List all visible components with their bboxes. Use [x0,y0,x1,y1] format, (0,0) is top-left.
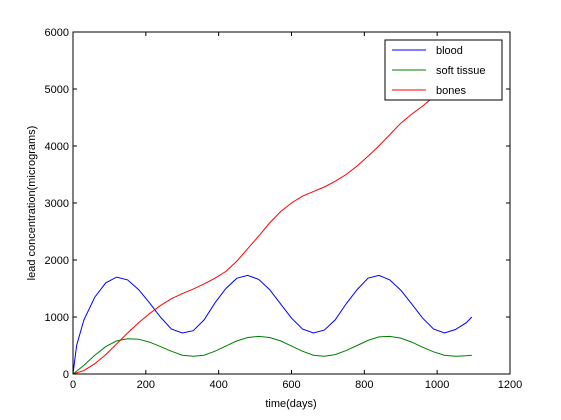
y-tick-label: 6000 [45,27,69,39]
legend-label: soft tissue [436,65,486,77]
y-tick-label: 3000 [45,198,69,210]
series-line-blood [72,274,473,375]
series-line-bones [72,66,473,375]
x-tick-label: 1000 [425,379,449,391]
y-tick-label: 4000 [45,141,69,153]
y-tick-label: 0 [63,369,69,381]
legend: blood soft tissue bones [384,39,503,101]
y-axis: 0 1000 2000 3000 4000 5000 6000 [45,27,510,381]
series-group [72,66,473,375]
x-tick-label: 600 [282,379,300,391]
series-line-soft-tissue [72,335,472,375]
legend-label: blood [436,45,463,57]
x-axis-label: time(days) [265,398,316,410]
y-tick-label: 2000 [45,255,69,267]
y-tick-label: 5000 [45,84,69,96]
x-tick-label: 400 [209,379,227,391]
x-tick-label: 1200 [498,379,522,391]
x-tick-label: 800 [355,379,373,391]
y-tick-label: 1000 [45,312,69,324]
legend-label: bones [436,85,466,97]
x-tick-label: 0 [70,379,76,391]
x-axis: 0 200 400 600 800 1000 1200 [70,32,522,391]
x-tick-label: 200 [137,379,155,391]
y-axis-label: lead concentration(micrograms) [26,126,38,281]
